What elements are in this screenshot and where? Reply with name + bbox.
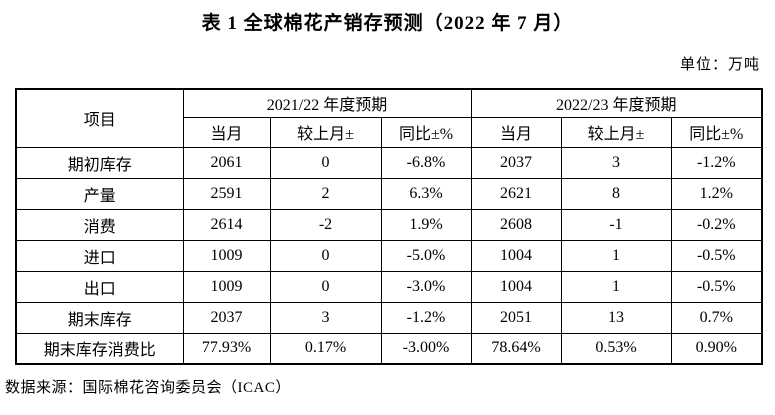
cell-value: 2614 bbox=[182, 208, 271, 241]
cell-value: 1 bbox=[560, 239, 672, 272]
cotton-forecast-table: 项目 2021/22 年度预期 2022/23 年度预期 当月 较上月± 同比±… bbox=[15, 88, 764, 365]
cell-value: 1009 bbox=[182, 270, 271, 303]
col-group-2021-22: 2021/22 年度预期 bbox=[182, 88, 472, 118]
table-row-imports: 进口 1009 0 -5.0% 1004 1 -0.5% bbox=[15, 239, 763, 272]
table-row-production: 产量 2591 2 6.3% 2621 8 1.2% bbox=[15, 177, 763, 210]
header-group-row: 项目 2021/22 年度预期 2022/23 年度预期 bbox=[15, 88, 763, 148]
cell-value: 0 bbox=[269, 270, 382, 303]
cell-value: 1.2% bbox=[670, 177, 763, 210]
col-header-yoy-2: 同比±% bbox=[670, 116, 763, 148]
cell-value: 78.64% bbox=[470, 332, 562, 365]
cell-value: 2591 bbox=[182, 177, 271, 210]
cell-value: 3 bbox=[269, 301, 382, 334]
cell-value: 3 bbox=[560, 146, 672, 179]
cell-value: 2 bbox=[269, 177, 382, 210]
cell-value: 0.7% bbox=[670, 301, 763, 334]
col-group-2022-23: 2022/23 年度预期 bbox=[470, 88, 763, 118]
cell-value: -0.5% bbox=[670, 270, 763, 303]
cell-value: 0.90% bbox=[670, 332, 763, 365]
table-row-stock-to-use-ratio: 期末库存消费比 77.93% 0.17% -3.00% 78.64% 0.53%… bbox=[15, 332, 763, 365]
row-label: 期末库存 bbox=[15, 301, 184, 334]
cell-value: 1004 bbox=[470, 270, 562, 303]
cell-value: 2608 bbox=[470, 208, 562, 241]
row-label: 进口 bbox=[15, 239, 184, 272]
cell-value: 1 bbox=[560, 270, 672, 303]
table-row-beginning-stock: 期初库存 2061 0 -6.8% 2037 3 -1.2% bbox=[15, 146, 763, 179]
col-header-yoy-1: 同比±% bbox=[380, 116, 472, 148]
cell-value: 0.53% bbox=[560, 332, 672, 365]
cell-value: 8 bbox=[560, 177, 672, 210]
cell-value: -0.2% bbox=[670, 208, 763, 241]
col-header-item: 项目 bbox=[15, 88, 184, 148]
cell-value: 2051 bbox=[470, 301, 562, 334]
col-header-vs-last-month-1: 较上月± bbox=[269, 116, 382, 148]
cell-value: 2037 bbox=[470, 146, 562, 179]
data-source-note: 数据来源：国际棉花咨询委员会（ICAC） bbox=[5, 380, 291, 396]
table-row-ending-stock: 期末库存 2037 3 -1.2% 2051 13 0.7% bbox=[15, 301, 763, 334]
cell-value: 2037 bbox=[182, 301, 271, 334]
cell-value: -1.2% bbox=[670, 146, 763, 179]
cell-value: 1004 bbox=[470, 239, 562, 272]
cell-value: -6.8% bbox=[380, 146, 472, 179]
cell-value: 1009 bbox=[182, 239, 271, 272]
cell-value: 1.9% bbox=[380, 208, 472, 241]
col-header-vs-last-month-2: 较上月± bbox=[560, 116, 672, 148]
cell-value: 6.3% bbox=[380, 177, 472, 210]
cell-value: 0.17% bbox=[269, 332, 382, 365]
cell-value: -1 bbox=[560, 208, 672, 241]
row-label: 出口 bbox=[15, 270, 184, 303]
table-row-exports: 出口 1009 0 -3.0% 1004 1 -0.5% bbox=[15, 270, 763, 303]
col-header-current-month-1: 当月 bbox=[182, 116, 271, 148]
cell-value: -3.0% bbox=[380, 270, 472, 303]
header-sub-row: 当月 较上月± 同比±% 当月 较上月± 同比±% bbox=[16, 116, 763, 148]
cell-value: -2 bbox=[269, 208, 382, 241]
col-header-current-month-2: 当月 bbox=[470, 116, 562, 148]
cell-value: 2061 bbox=[182, 146, 271, 179]
cell-value: 0 bbox=[269, 146, 382, 179]
row-label: 产量 bbox=[15, 177, 184, 210]
cell-value: -5.0% bbox=[380, 239, 472, 272]
cell-value: -1.2% bbox=[380, 301, 472, 334]
page-title: 表 1 全球棉花产销存预测（2022 年 7 月） bbox=[201, 13, 574, 34]
row-label: 消费 bbox=[15, 208, 184, 241]
table-row-consumption: 消费 2614 -2 1.9% 2608 -1 -0.2% bbox=[15, 208, 763, 241]
cell-value: 13 bbox=[560, 301, 672, 334]
row-label: 期初库存 bbox=[15, 146, 184, 179]
cell-value: -0.5% bbox=[670, 239, 763, 272]
unit-label: 单位：万吨 bbox=[679, 57, 760, 73]
cell-value: 77.93% bbox=[182, 332, 271, 365]
row-label: 期末库存消费比 bbox=[15, 332, 184, 365]
cell-value: -3.00% bbox=[380, 332, 472, 365]
cell-value: 0 bbox=[269, 239, 382, 272]
cell-value: 2621 bbox=[470, 177, 562, 210]
